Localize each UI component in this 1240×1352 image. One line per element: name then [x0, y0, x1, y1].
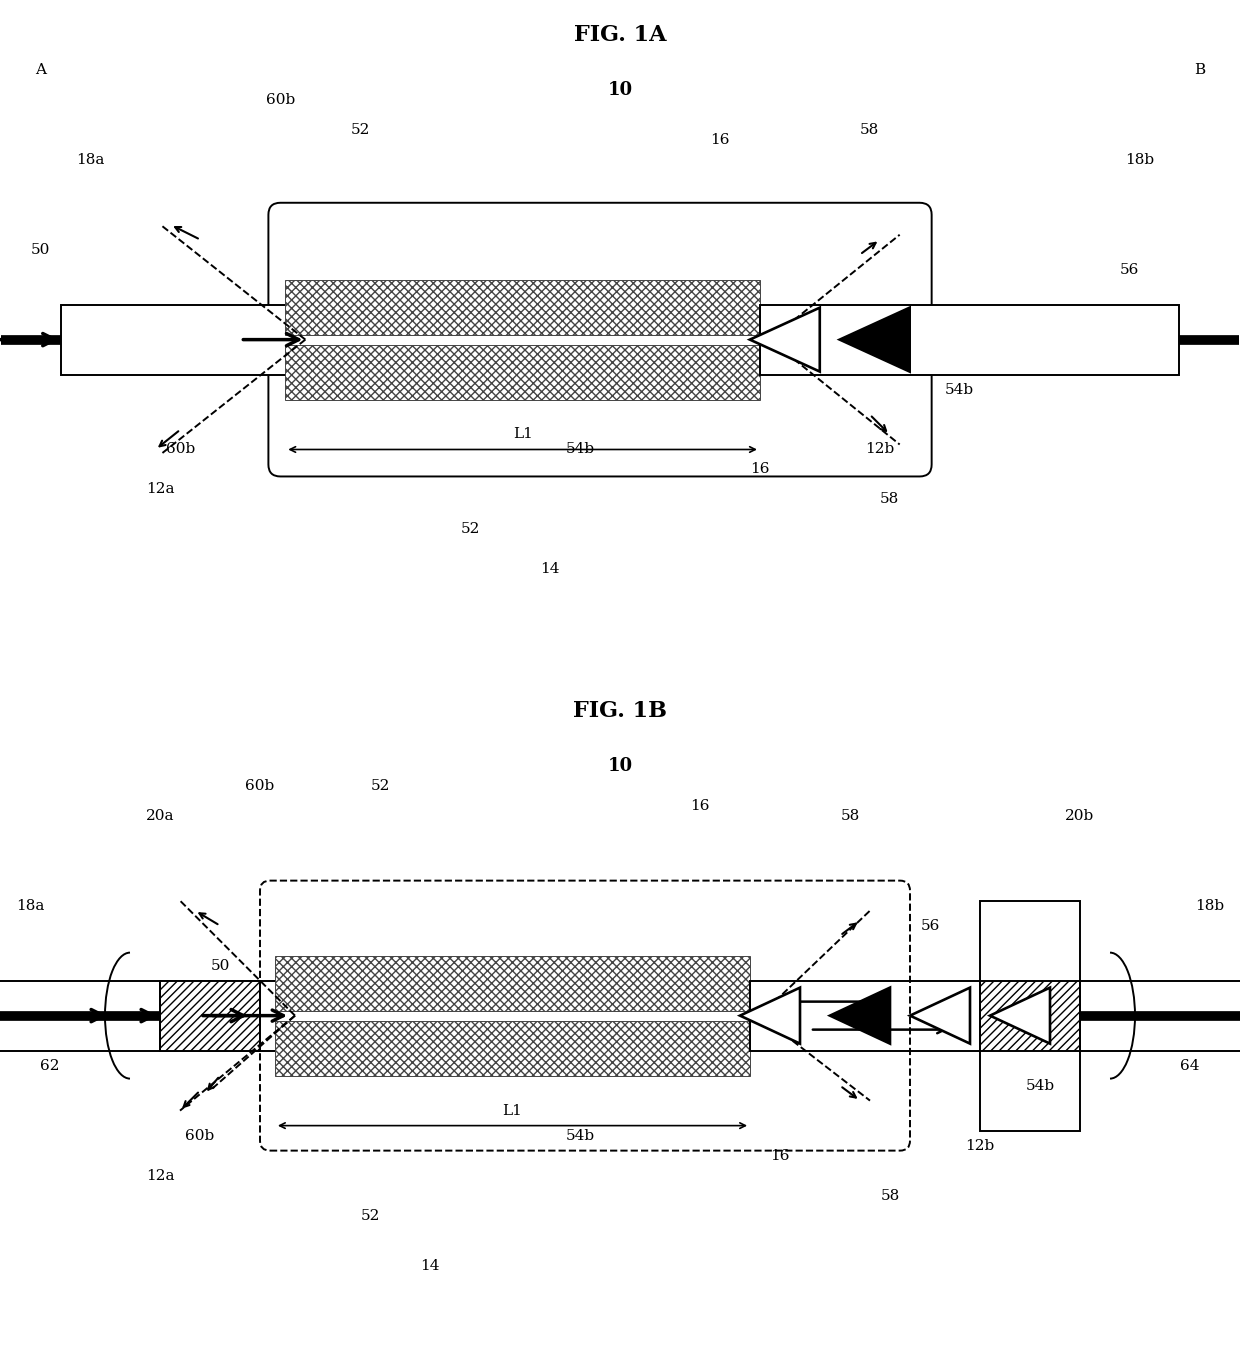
Text: 60a: 60a — [536, 383, 564, 396]
Text: 58: 58 — [861, 123, 879, 137]
Text: 54b: 54b — [565, 1129, 594, 1142]
Text: 58: 58 — [841, 808, 859, 822]
Text: 58: 58 — [880, 492, 899, 507]
Text: 12a: 12a — [146, 1168, 175, 1183]
Text: 10: 10 — [608, 757, 632, 775]
Text: 14: 14 — [541, 562, 559, 576]
Polygon shape — [750, 308, 820, 372]
Text: 56: 56 — [920, 918, 940, 933]
Text: A: A — [35, 64, 46, 77]
Text: L1: L1 — [502, 1103, 522, 1118]
Text: 54b: 54b — [565, 442, 595, 457]
Text: 54b: 54b — [945, 383, 975, 396]
Text: 20a: 20a — [146, 808, 175, 822]
Text: 60b: 60b — [166, 442, 195, 457]
Text: 52: 52 — [371, 779, 389, 792]
Polygon shape — [740, 987, 800, 1044]
Bar — [285, 345, 760, 400]
Text: 16: 16 — [691, 799, 709, 813]
Text: 50: 50 — [31, 243, 51, 257]
Bar — [61, 304, 1179, 375]
Text: 60b: 60b — [246, 779, 274, 792]
Text: 52: 52 — [361, 1209, 379, 1222]
Text: 64: 64 — [1180, 1059, 1200, 1072]
Polygon shape — [830, 987, 890, 1044]
Text: 18b: 18b — [1125, 153, 1154, 166]
Text: 16: 16 — [750, 462, 770, 476]
Text: 18a: 18a — [16, 899, 45, 913]
Text: FIG. 1B: FIG. 1B — [573, 699, 667, 722]
Text: 16: 16 — [711, 132, 729, 147]
Text: 60b: 60b — [265, 93, 295, 107]
Text: 62: 62 — [40, 1059, 60, 1072]
Text: 54a: 54a — [427, 303, 454, 316]
Text: 60b: 60b — [185, 1129, 215, 1142]
Text: 58: 58 — [880, 1188, 900, 1203]
Text: 60a: 60a — [546, 1049, 574, 1063]
Polygon shape — [990, 987, 1050, 1044]
Text: 18b: 18b — [1195, 899, 1225, 913]
Text: 18a: 18a — [77, 153, 105, 166]
Bar — [160, 980, 260, 1051]
Text: 16: 16 — [770, 1149, 790, 1163]
Text: FIG. 1A: FIG. 1A — [574, 24, 666, 46]
Text: 10: 10 — [608, 81, 632, 99]
Text: 12a: 12a — [146, 483, 175, 496]
FancyBboxPatch shape — [260, 880, 910, 1151]
Bar — [980, 900, 1080, 1130]
Bar — [285, 280, 760, 335]
Text: 12b: 12b — [966, 1138, 994, 1153]
Text: L1: L1 — [512, 427, 532, 442]
Polygon shape — [910, 987, 970, 1044]
Text: 52: 52 — [351, 123, 370, 137]
Bar — [980, 980, 1080, 1051]
Text: 12b: 12b — [866, 442, 894, 457]
Text: 54a: 54a — [466, 979, 495, 992]
Text: 52: 52 — [460, 522, 480, 537]
FancyBboxPatch shape — [268, 203, 931, 476]
Text: B: B — [1194, 64, 1205, 77]
Bar — [275, 956, 750, 1011]
Text: 50: 50 — [211, 959, 229, 972]
Polygon shape — [839, 308, 910, 372]
Text: 14: 14 — [420, 1259, 440, 1272]
Bar — [275, 1021, 750, 1076]
Text: 56: 56 — [1120, 262, 1140, 277]
Text: 54b: 54b — [1025, 1079, 1054, 1092]
Text: 20b: 20b — [1065, 808, 1095, 822]
